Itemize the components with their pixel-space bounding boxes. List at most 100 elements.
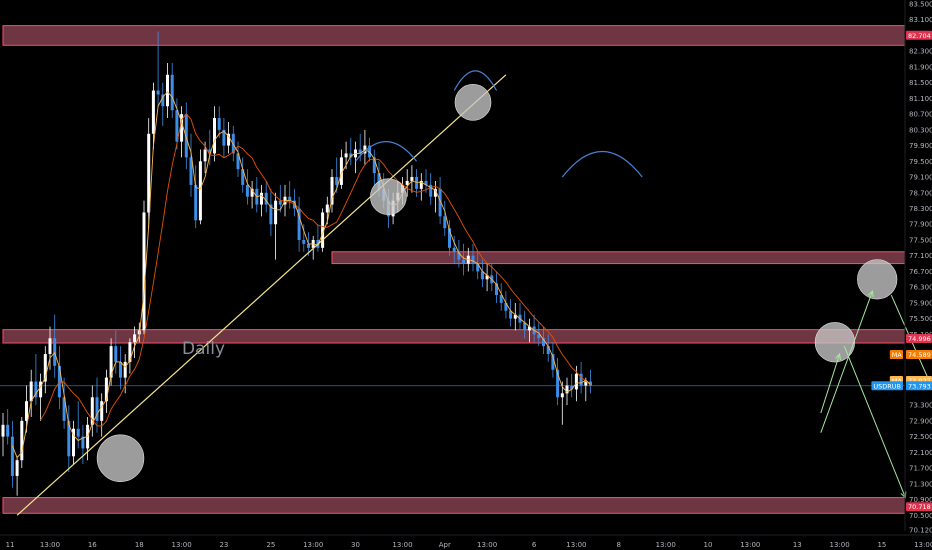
candle-102 bbox=[480, 259, 484, 288]
candle-body bbox=[184, 114, 188, 158]
candle-body bbox=[542, 338, 545, 347]
candle-body bbox=[546, 346, 550, 355]
badge-value: 70.718 bbox=[908, 503, 931, 511]
price-tick-11: 79.100 bbox=[909, 174, 932, 182]
candle-96 bbox=[452, 236, 456, 264]
candle-body bbox=[274, 200, 278, 225]
moving-averages bbox=[11, 91, 591, 459]
candle-body bbox=[278, 200, 282, 205]
candle-40 bbox=[189, 133, 193, 197]
candle-30 bbox=[142, 200, 146, 335]
candle-body bbox=[574, 373, 578, 390]
projection-arrow-3 bbox=[890, 294, 932, 389]
badge-value-bg bbox=[906, 349, 932, 359]
candle-body bbox=[368, 145, 372, 158]
badge-name: USDRUB bbox=[873, 382, 901, 390]
candle-116 bbox=[546, 334, 550, 362]
candle-56 bbox=[264, 180, 268, 213]
candle-body bbox=[180, 114, 184, 142]
time-tick-1: 13:00 bbox=[40, 541, 60, 549]
candle-5 bbox=[25, 385, 28, 433]
candle-32 bbox=[151, 82, 155, 150]
candle-23 bbox=[109, 338, 113, 386]
candle-body bbox=[551, 354, 555, 370]
candle-body bbox=[264, 192, 268, 205]
candle-body bbox=[537, 334, 541, 339]
candle-19 bbox=[90, 385, 94, 437]
candle-37 bbox=[175, 98, 179, 150]
time-tick-9: 13:00 bbox=[392, 541, 412, 549]
candle-4 bbox=[20, 416, 24, 469]
candle-71 bbox=[335, 157, 339, 193]
time-tick-21: 13:00 bbox=[914, 541, 932, 549]
candle-2 bbox=[10, 420, 14, 488]
time-tick-8: 30 bbox=[351, 541, 360, 549]
zone-3 bbox=[2, 497, 906, 514]
price-tick-19: 75.900 bbox=[909, 299, 932, 307]
candle-76 bbox=[358, 133, 362, 162]
candle-27 bbox=[128, 338, 132, 374]
arrow-head bbox=[835, 352, 841, 361]
price-tick-5: 81.500 bbox=[909, 79, 932, 87]
arrow-shaft bbox=[820, 353, 841, 414]
candle-body bbox=[589, 381, 592, 386]
time-tick-20: 15 bbox=[877, 541, 886, 549]
candle-26 bbox=[123, 354, 127, 394]
candle-body bbox=[43, 354, 47, 382]
timeframe-annotation: Daily bbox=[182, 339, 225, 359]
candle-61 bbox=[288, 180, 292, 209]
candle-103 bbox=[485, 263, 489, 292]
candle-52 bbox=[245, 169, 249, 205]
candle-24 bbox=[114, 330, 118, 374]
candle-body bbox=[250, 188, 254, 197]
candle-body bbox=[39, 381, 43, 398]
arc-0 bbox=[355, 141, 418, 162]
candle-body bbox=[527, 326, 531, 331]
candle-body bbox=[579, 373, 583, 386]
price-badge-0: 82.704 bbox=[906, 30, 932, 40]
candle-body bbox=[29, 381, 33, 402]
candle-body bbox=[485, 275, 489, 280]
candle-1 bbox=[6, 409, 10, 445]
badge-value: 73.793 bbox=[908, 382, 931, 390]
badge-value: 82.704 bbox=[908, 32, 931, 40]
price-badge-1: 74.996 bbox=[906, 333, 932, 343]
badge-name: MA bbox=[892, 351, 903, 359]
candle-111 bbox=[523, 310, 527, 339]
candle-36 bbox=[170, 62, 174, 119]
candle-body bbox=[457, 251, 461, 260]
candle-body bbox=[128, 342, 132, 362]
zone-0 bbox=[2, 25, 906, 46]
time-tick-7: 13:00 bbox=[303, 541, 323, 549]
candle-body bbox=[156, 90, 160, 95]
candle-13 bbox=[62, 377, 66, 429]
badge-value-bg bbox=[906, 30, 932, 40]
candle-91 bbox=[429, 173, 433, 205]
candle-body bbox=[100, 401, 104, 421]
price-axis[interactable]: 83.500 83.100 82.300 81.900 81.500 81.100 80.7… bbox=[904, 0, 932, 535]
arrow-shaft bbox=[843, 345, 906, 498]
projection-arrow-0 bbox=[820, 352, 841, 414]
candle-body bbox=[123, 361, 127, 378]
projection-arrow-1 bbox=[820, 290, 874, 433]
price-tick-12: 78.700 bbox=[909, 189, 932, 197]
candle-body bbox=[405, 180, 409, 185]
candle-body bbox=[1, 424, 5, 437]
candle-body bbox=[161, 94, 165, 107]
candle-body bbox=[245, 184, 249, 197]
candle-22 bbox=[104, 369, 108, 414]
candle-body bbox=[236, 153, 240, 170]
time-axis[interactable]: 11 13:00 16 18 13:00 23 25 13:00 30 13:00 Apr 13:00… bbox=[0, 534, 932, 549]
candle-74 bbox=[349, 137, 353, 166]
candle-body bbox=[325, 204, 329, 213]
candle-body bbox=[339, 157, 343, 185]
candle-body bbox=[114, 346, 118, 362]
badge-value: 74.589 bbox=[908, 351, 931, 359]
candle-107 bbox=[504, 291, 508, 319]
time-tick-12: 6 bbox=[532, 541, 537, 549]
candle-41 bbox=[194, 165, 198, 229]
candle-45 bbox=[213, 106, 216, 162]
candle-body bbox=[222, 129, 226, 146]
candle-63 bbox=[297, 196, 301, 252]
